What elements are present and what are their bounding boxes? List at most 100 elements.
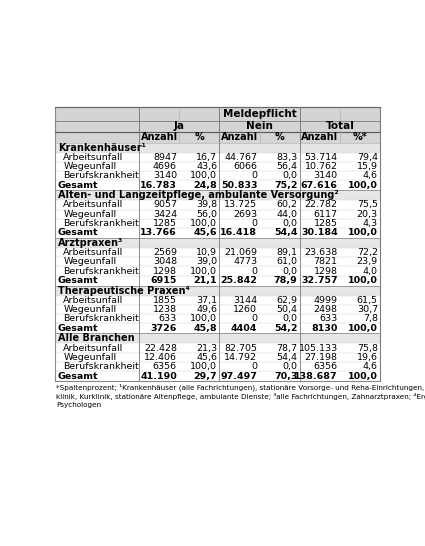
Text: 4999: 4999: [314, 296, 338, 305]
Bar: [139, 107, 380, 121]
Text: 27.198: 27.198: [305, 353, 338, 362]
Text: 45,6: 45,6: [196, 353, 217, 362]
Bar: [340, 132, 380, 143]
Text: 100,0: 100,0: [348, 228, 378, 238]
Bar: [300, 228, 340, 238]
Text: Therapeutische Praxen⁴: Therapeutische Praxen⁴: [58, 286, 190, 296]
Bar: [300, 323, 340, 334]
Text: 105.133: 105.133: [298, 343, 338, 353]
Text: Krankenhäuser¹: Krankenhäuser¹: [58, 143, 146, 152]
Bar: [55, 362, 139, 371]
Bar: [179, 314, 219, 323]
Bar: [340, 162, 380, 171]
Text: Anzahl: Anzahl: [221, 132, 258, 142]
Text: 100,0: 100,0: [190, 219, 217, 228]
Text: 10.762: 10.762: [305, 162, 338, 171]
Bar: [260, 257, 300, 266]
Bar: [179, 210, 219, 219]
Text: 4,3: 4,3: [363, 219, 378, 228]
Bar: [179, 171, 219, 180]
Bar: [260, 296, 300, 305]
Text: Meldepflicht: Meldepflicht: [223, 109, 297, 119]
Text: %: %: [275, 132, 285, 142]
Bar: [179, 180, 219, 190]
Bar: [139, 180, 179, 190]
Text: *Spaltenprozent; ¹Krankenhäuser (alle Fachrichtungen), stationäre Vorsorge- und : *Spaltenprozent; ¹Krankenhäuser (alle Fa…: [56, 383, 425, 408]
Bar: [219, 162, 260, 171]
Text: 6066: 6066: [233, 162, 257, 171]
Bar: [260, 323, 300, 334]
Text: 16.783: 16.783: [140, 181, 177, 190]
Bar: [139, 343, 179, 353]
Text: 45,8: 45,8: [193, 324, 217, 333]
Bar: [340, 353, 380, 362]
Text: 4,6: 4,6: [363, 362, 378, 371]
Text: 24,8: 24,8: [193, 181, 217, 190]
Bar: [219, 296, 260, 305]
Bar: [55, 257, 139, 266]
Text: 100,0: 100,0: [348, 276, 378, 285]
Text: 54,2: 54,2: [274, 324, 298, 333]
Text: 44,0: 44,0: [277, 210, 298, 218]
Text: 0: 0: [251, 266, 257, 276]
Text: 8130: 8130: [311, 324, 338, 333]
Text: Wegeunfall: Wegeunfall: [63, 353, 116, 362]
Bar: [55, 305, 139, 314]
Bar: [260, 266, 300, 276]
Bar: [260, 171, 300, 180]
Bar: [55, 371, 139, 381]
Text: 41.190: 41.190: [140, 372, 177, 381]
Bar: [55, 132, 139, 143]
Text: 60,2: 60,2: [277, 200, 298, 209]
Text: 3424: 3424: [153, 210, 177, 218]
Bar: [219, 121, 300, 132]
Bar: [300, 314, 340, 323]
Bar: [55, 143, 380, 152]
Bar: [55, 180, 139, 190]
Text: 75,2: 75,2: [274, 181, 298, 190]
Text: Gesamt: Gesamt: [58, 276, 99, 285]
Text: Wegeunfall: Wegeunfall: [63, 305, 116, 314]
Text: 4,6: 4,6: [363, 171, 378, 180]
Bar: [300, 162, 340, 171]
Bar: [219, 228, 260, 238]
Bar: [260, 162, 300, 171]
Bar: [340, 266, 380, 276]
Bar: [55, 334, 380, 343]
Text: 6356: 6356: [314, 362, 338, 371]
Text: Alten- und Langzeitpflege, ambulante Versorgung²: Alten- und Langzeitpflege, ambulante Ver…: [58, 190, 338, 200]
Bar: [300, 210, 340, 219]
Bar: [139, 132, 179, 143]
Text: 4773: 4773: [233, 257, 257, 266]
Bar: [300, 171, 340, 180]
Text: 100,0: 100,0: [190, 266, 217, 276]
Bar: [179, 228, 219, 238]
Bar: [260, 343, 300, 353]
Bar: [300, 152, 340, 162]
Bar: [340, 180, 380, 190]
Text: 0: 0: [251, 362, 257, 371]
Bar: [55, 107, 139, 121]
Text: Gesamt: Gesamt: [58, 372, 99, 381]
Bar: [340, 296, 380, 305]
Text: 56,0: 56,0: [196, 210, 217, 218]
Bar: [139, 248, 179, 257]
Text: 23,9: 23,9: [357, 257, 378, 266]
Text: Anzahl: Anzahl: [141, 132, 178, 142]
Bar: [300, 371, 340, 381]
Text: 3140: 3140: [153, 171, 177, 180]
Text: 3144: 3144: [233, 296, 257, 305]
Text: Arztpraxen³: Arztpraxen³: [58, 238, 123, 248]
Bar: [55, 323, 139, 334]
Bar: [139, 210, 179, 219]
Bar: [139, 121, 219, 132]
Text: 97.497: 97.497: [221, 372, 257, 381]
Bar: [139, 257, 179, 266]
Bar: [139, 171, 179, 180]
Bar: [219, 314, 260, 323]
Text: 61,0: 61,0: [277, 257, 298, 266]
Text: 49,6: 49,6: [196, 305, 217, 314]
Bar: [55, 219, 139, 228]
Bar: [179, 200, 219, 210]
Text: Berufskrankheit: Berufskrankheit: [63, 266, 139, 276]
